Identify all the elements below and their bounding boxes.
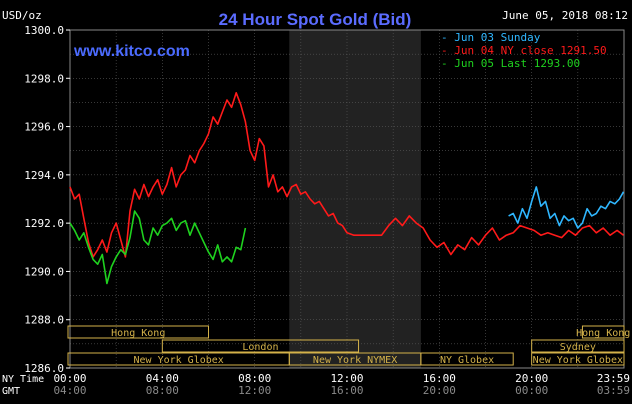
x-tick-label-gmt: 20:00 — [423, 384, 456, 397]
session-label: New York NYMEX — [313, 355, 397, 366]
session-band — [420, 352, 514, 366]
session-band — [531, 352, 625, 366]
x-tick-label-ny: 23:59 — [597, 372, 630, 385]
session-label: Sydney — [560, 342, 596, 353]
x-tick-label-ny: 12:00 — [330, 372, 363, 385]
x-tick-label-ny: 08:00 — [238, 372, 271, 385]
x-tick-label-ny: 20:00 — [515, 372, 548, 385]
y-axis-ticks: 1300.0 1298.0 1296.0 1294.0 1292.0 1290.0 1288… — [24, 24, 70, 375]
y-tick-label: 1298.0 — [24, 72, 64, 85]
y-tick-label: 1300.0 — [24, 24, 64, 37]
session-band — [531, 339, 625, 353]
session-label: New York Globex — [533, 355, 623, 366]
y-axis-label: USD/oz — [2, 9, 42, 22]
session-label: New York Globex — [133, 355, 223, 366]
y-tick-label: 1288.0 — [24, 314, 64, 327]
chart-title: 24 Hour Spot Gold (Bid) — [219, 10, 412, 29]
legend-entry: - Jun 05 Last 1293.00 — [441, 57, 580, 70]
session-label: Hong Kong — [111, 328, 165, 339]
series-layer — [69, 92, 625, 285]
series-line-1 — [69, 92, 624, 258]
y-tick-label: 1292.0 — [24, 217, 64, 230]
session-bands: Hong Kong Hong Kong London Sydney New York G… — [67, 325, 630, 366]
x-tick-label-ny: 16:00 — [423, 372, 456, 385]
x-axis-ticks: 00:0004:0004:0008:0008:0012:0012:0016:00… — [53, 372, 630, 397]
session-band — [581, 325, 625, 339]
session-label: Hong Kong — [576, 328, 630, 339]
session-label: NY Globex — [440, 355, 494, 366]
x-tick-label-ny: 00:00 — [53, 372, 86, 385]
x-tick-label-gmt: 12:00 — [238, 384, 271, 397]
y-tick-label: 1286.0 — [24, 362, 64, 375]
session-label: London — [242, 342, 278, 353]
y-tick-label: 1294.0 — [24, 169, 64, 182]
legend: - Jun 03 Sunday- Jun 04 NY close 1291.50… — [441, 31, 607, 70]
legend-entry: - Jun 04 NY close 1291.50 — [441, 44, 607, 57]
series-line-2 — [69, 210, 247, 285]
x-tick-label-ny: 04:00 — [146, 372, 179, 385]
legend-entry: - Jun 03 Sunday — [441, 31, 541, 44]
series-line-0 — [508, 186, 625, 229]
x-axis-label-gmt: GMT — [2, 386, 20, 397]
x-axis-label-ny: NY Time — [2, 374, 44, 385]
y-tick-label: 1296.0 — [24, 121, 64, 134]
x-tick-label-gmt: 00:00 — [515, 384, 548, 397]
x-tick-label-gmt: 08:00 — [146, 384, 179, 397]
x-tick-label-gmt: 04:00 — [53, 384, 86, 397]
x-tick-label-gmt: 03:59 — [597, 384, 630, 397]
session-band — [161, 339, 360, 353]
plot-border — [69, 29, 625, 369]
y-tick-label: 1290.0 — [24, 265, 64, 278]
x-tick-label-gmt: 16:00 — [330, 384, 363, 397]
session-band — [67, 325, 209, 339]
timestamp: June 05, 2018 08:12 — [502, 9, 628, 22]
watermark: www.kitco.com — [73, 43, 190, 60]
